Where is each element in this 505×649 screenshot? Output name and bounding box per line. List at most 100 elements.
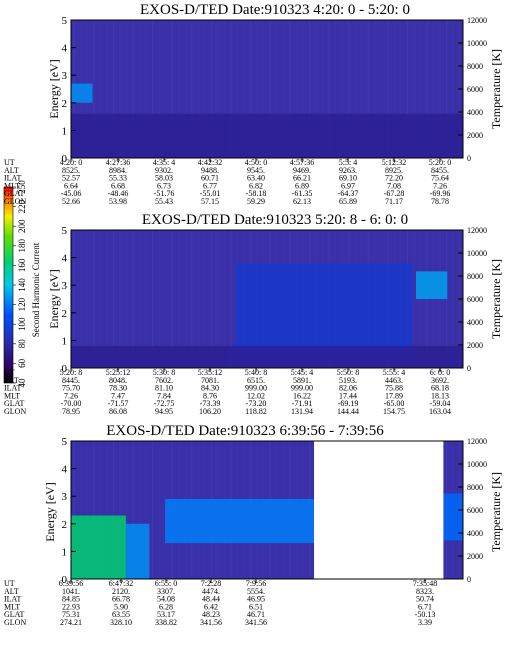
ephemeris-cell: 78.95 <box>62 407 80 416</box>
ephemeris-cell: 7.84 <box>157 391 171 400</box>
ephemeris-cell: 7.26 <box>433 181 447 190</box>
ephemeris-cell: 63.40 <box>247 174 265 183</box>
ephemeris-cell: 4:57:36 <box>290 158 314 167</box>
ephemeris-row-label: ILAT <box>4 384 21 393</box>
ephemeris-cell: 5:5: 4 <box>339 158 357 167</box>
ephemeris-cell: 144.44 <box>337 407 359 416</box>
ephemeris-cell: 4:20: 0 <box>60 158 82 167</box>
ephemeris-row-label: MLT <box>4 391 20 400</box>
energy-tick-label: 0 <box>62 363 68 375</box>
ephemeris-cell: 6:47:32 <box>109 579 133 588</box>
ephemeris-cell: 60.71 <box>201 174 219 183</box>
ephemeris-cell: -69.96 <box>430 189 451 198</box>
temperature-tick-label: 6000 <box>467 506 483 515</box>
ephemeris-cell: 66.78 <box>112 595 130 604</box>
panel-3-title: EXOS-D/TED Date:910323 6:39:56 - 7:39:56 <box>106 423 384 439</box>
energy-tick-label: 3 <box>62 70 68 82</box>
ephemeris-cell: 18.13 <box>431 391 449 400</box>
temperature-tick-label: 0 <box>467 154 471 163</box>
temperature-tick-label: 12000 <box>467 226 487 235</box>
ephemeris-cell: 82.06 <box>339 384 357 393</box>
ephemeris-cell: 46.71 <box>247 610 265 619</box>
energy-tick-label: 1 <box>62 125 68 137</box>
ephemeris-cell: 78.30 <box>109 384 127 393</box>
ephemeris-cell: 6.73 <box>157 181 171 190</box>
ephemeris-row-label: ALT <box>4 166 19 175</box>
ephemeris-cell: 341.56 <box>245 618 267 627</box>
panel-2-plot: 0 1 2 3 4 5 0 2000 4000 6000 8000 10000 12000 <box>62 225 488 375</box>
ephemeris-cell: 7.47 <box>111 391 125 400</box>
ephemeris-cell: 154.75 <box>383 407 405 416</box>
ephemeris-cell: 999.00 <box>245 384 267 393</box>
ephemeris-cell: 65.89 <box>339 197 357 206</box>
ephemeris-cell: 71.17 <box>385 197 403 206</box>
ephemeris-cell: 6: 0: 0 <box>430 368 450 377</box>
spectrogram-panel-3: EXOS-D/TED Date:910323 6:39:56 - 7:39:56… <box>4 423 503 627</box>
ephemeris-cell: 53.98 <box>109 197 127 206</box>
ephemeris-cell: -65.00 <box>384 399 405 408</box>
ephemeris-cell: -51.76 <box>154 189 175 198</box>
ephemeris-cell: 7081. <box>201 376 219 385</box>
ephemeris-cell: 6515. <box>247 376 265 385</box>
energy-tick-label: 4 <box>62 253 68 265</box>
spectrogram-panel-2: EXOS-D/TED Date:910323 5:20: 8 - 6: 0: 0… <box>4 212 503 416</box>
colorbar-tick-label: 60 <box>17 358 27 368</box>
ephemeris-cell: 118.82 <box>245 407 267 416</box>
ephemeris-cell: 6.82 <box>249 181 263 190</box>
spectrogram-intensity-region <box>443 493 463 541</box>
ephemeris-cell: 9263. <box>339 166 357 175</box>
ephemeris-cell: 6.97 <box>341 181 355 190</box>
ephemeris-cell: 4474. <box>202 587 220 596</box>
ephemeris-cell: -69.19 <box>338 399 359 408</box>
ephemeris-cell: 58.03 <box>155 174 173 183</box>
ephemeris-cell: 5:20: 8 <box>60 368 82 377</box>
ephemeris-cell: 5:12:32 <box>382 158 406 167</box>
ephemeris-cell: 8323. <box>416 587 434 596</box>
spectrogram-intensity-region <box>71 83 93 103</box>
ephemeris-cell: 75.88 <box>385 384 403 393</box>
ephemeris-cell: 7602. <box>155 376 173 385</box>
colorbar-tick-label: 120 <box>17 297 27 311</box>
ephemeris-cell: 48.23 <box>202 610 220 619</box>
ephemeris-cell: 53.17 <box>157 610 175 619</box>
ephemeris-cell: 86.08 <box>109 407 127 416</box>
ephemeris-cell: 75.31 <box>62 610 80 619</box>
ephemeris-cell: 4:27:36 <box>106 158 130 167</box>
ephemeris-cell: 69.10 <box>339 174 357 183</box>
colorbar: 40 60 80 100 120 140 160 180 200 220 250 Second Ha… <box>3 180 41 388</box>
ephemeris-cell: 7.08 <box>387 181 401 190</box>
temperature-tick-label: 6000 <box>467 85 483 94</box>
ephemeris-cell: 9545. <box>247 166 265 175</box>
ephemeris-cell: 6.89 <box>295 181 309 190</box>
ephemeris-cell: 9469. <box>293 166 311 175</box>
energy-tick-label: 3 <box>62 491 68 503</box>
spectrogram-intensity-region <box>71 113 463 158</box>
ephemeris-cell: 7:35:48 <box>413 579 437 588</box>
ephemeris-cell: 9302. <box>155 166 173 175</box>
panel-3-ylabel: Energy [eV] <box>43 482 57 541</box>
colorbar-tick-label: 200 <box>17 219 27 233</box>
temperature-tick-label: 8000 <box>467 272 483 281</box>
ephemeris-row-label: GLAT <box>4 610 25 619</box>
ephemeris-cell: 8048. <box>109 376 127 385</box>
ephemeris-cell: 48.44 <box>202 595 220 604</box>
ephemeris-row-label: UT <box>4 158 15 167</box>
ephemeris-cell: 62.13 <box>293 197 311 206</box>
ephemeris-cell: 68.18 <box>431 384 449 393</box>
ephemeris-row-label: UT <box>4 368 15 377</box>
temperature-tick-label: 2000 <box>467 552 483 561</box>
spectrogram-panel-1: EXOS-D/TED Date:910323 4:20: 0 - 5:20: 0… <box>4 2 503 206</box>
ephemeris-cell: 5:35:12 <box>198 368 222 377</box>
ephemeris-cell: 57.15 <box>201 197 219 206</box>
ephemeris-row-label: MLT <box>4 602 20 611</box>
ephemeris-cell: 6.42 <box>204 602 218 611</box>
spectrogram-intensity-region <box>235 263 413 360</box>
colorbar-label: Second Harmonic Current <box>31 242 41 337</box>
ephemeris-cell: 3307. <box>157 587 175 596</box>
ephemeris-cell: 2120. <box>112 587 130 596</box>
ephemeris-row-label: UT <box>4 579 15 588</box>
temperature-tick-label: 12000 <box>467 437 487 446</box>
ephemeris-cell: 72.20 <box>385 174 403 183</box>
